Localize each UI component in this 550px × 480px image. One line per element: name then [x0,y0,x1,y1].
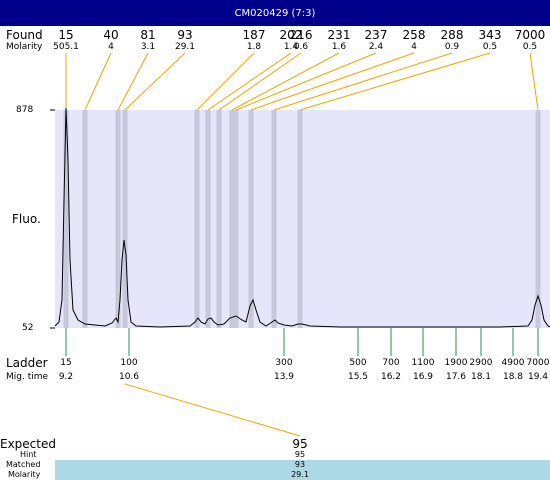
found-size-40: 40 [103,28,119,42]
molarity-bottom-label: Molarity [8,470,41,479]
found-molarity-93: 29.1 [174,42,196,52]
found-molarity-15: 505.1 [53,42,79,52]
peak-connector-258 [250,52,415,111]
peak-connector-187 [196,52,255,111]
peak-band-7000 [535,110,541,328]
found-molarity-237: 2.4 [368,42,384,52]
found-molarity-187: 1.8 [246,42,262,52]
matched-label: Matched [6,460,41,469]
found-label: Found [6,28,43,42]
molarity-label: Molarity [6,42,43,52]
peak-connector-343 [299,52,491,111]
matched-value: 93 [294,460,306,469]
peak-band-231 [229,110,235,328]
ladder-time-2900: 18.1 [470,372,492,382]
hint-value: 95 [294,450,306,459]
expected-value: 95 [292,437,308,451]
peak-band-202 [205,110,211,328]
found-molarity-81: 3.1 [140,42,156,52]
fluo-label: Fluo. [12,212,41,226]
peak-connector-202 [207,52,292,111]
peak-band-216 [216,110,222,328]
ladder-time-4900: 18.8 [502,372,524,382]
window-title: CM020429 (7:3) [234,7,316,19]
found-size-187: 187 [242,28,266,42]
found-molarity-288: 0.9 [444,42,460,52]
ladder-time-700: 16.2 [380,372,402,382]
ladder-size-15: 15 [60,358,72,368]
found-size-81: 81 [140,28,156,42]
peak-band-258 [248,110,254,328]
ladder-time-1900: 17.6 [445,372,467,382]
peak-band-40 [82,110,88,328]
found-size-15: 15 [58,28,74,42]
peak-band-15 [63,110,69,328]
ladder-size-2900: 2900 [469,358,493,368]
peak-connector-40 [84,52,112,111]
found-molarity-40: 4 [108,42,114,52]
ladder-time-500: 15.5 [347,372,369,382]
found-size-216: 216 [289,28,313,42]
peak-connector-288 [273,52,453,111]
matched-highlight-bar [55,460,550,480]
ladder-time-300: 13.9 [273,372,295,382]
peak-band-93 [122,110,128,328]
peak-connector-231 [231,52,340,111]
peak-connector-81 [117,52,149,111]
expected-connector [124,383,301,437]
peak-band-343 [297,110,303,328]
found-molarity-202: 1.4 [283,42,299,52]
found-molarity-216: 0.6 [293,42,309,52]
found-size-7000: 7000 [514,28,546,42]
ladder-time-7000: 19.4 [527,372,549,382]
found-size-258: 258 [402,28,426,42]
ladder-size-500: 500 [349,358,367,368]
window-title-bar: CM020429 (7:3) [0,0,550,26]
found-size-231: 231 [327,28,351,42]
peak-connector-93 [124,52,186,111]
molarity-bottom-value: 29.1 [291,470,309,479]
found-molarity-343: 0.5 [482,42,498,52]
ladder-size-1100: 1100 [411,358,435,368]
ladder-size-7000: 7000 [526,358,550,368]
found-size-343: 343 [478,28,502,42]
fluorescence-trace [54,107,550,328]
peak-band-237 [233,110,239,328]
ladder-time-1100: 16.9 [412,372,434,382]
peak-connector-216 [218,52,302,111]
ladder-size-1900: 1900 [444,358,468,368]
peak-connector-237 [235,52,377,111]
found-molarity-7000: 0.5 [522,42,538,52]
y-tick-top: 878 [16,105,34,115]
mig-time-label: Mig. time [6,372,49,382]
y-tick-bottom: 52 [22,323,34,333]
found-molarity-231: 1.6 [331,42,347,52]
expected-label: Expected [0,437,56,451]
peak-band-288 [271,110,277,328]
found-molarity-258: 4 [411,42,417,52]
hint-label: Hint [20,450,37,459]
ladder-time-15: 9.2 [58,372,74,382]
peak-band-187 [194,110,200,328]
found-size-288: 288 [440,28,464,42]
peak-connector-7000 [529,52,539,111]
found-size-202: 202 [279,28,303,42]
ladder-label: Ladder [6,356,48,370]
peak-band-81 [115,110,121,328]
found-size-93: 93 [177,28,193,42]
ladder-size-300: 300 [275,358,293,368]
ladder-size-700: 700 [382,358,400,368]
ladder-size-4900: 4900 [501,358,525,368]
found-size-237: 237 [364,28,388,42]
ladder-time-100: 10.6 [118,372,140,382]
ladder-size-100: 100 [120,358,138,368]
